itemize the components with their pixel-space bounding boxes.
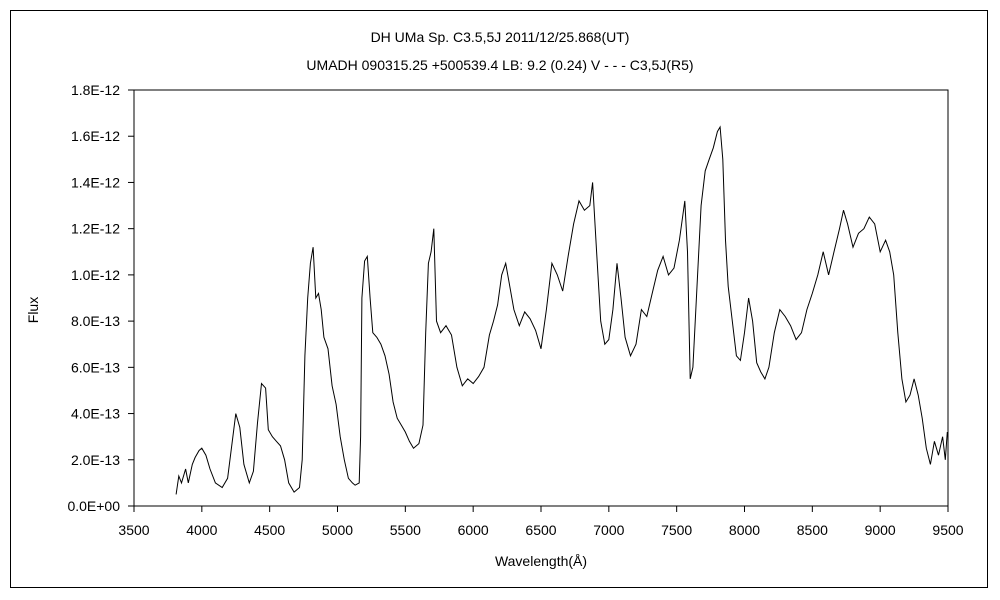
x-tick-label: 6500	[525, 522, 556, 538]
y-tick-label: 0.0E+00	[67, 498, 120, 514]
x-tick-label: 4000	[186, 522, 217, 538]
x-tick-label: 4500	[254, 522, 285, 538]
y-tick-label: 2.0E-13	[71, 452, 120, 468]
y-tick-label: 1.4E-12	[71, 174, 120, 190]
y-tick-label: 8.0E-13	[71, 313, 120, 329]
x-tick-label: 8500	[797, 522, 828, 538]
y-tick-label: 1.6E-12	[71, 128, 120, 144]
spectrum-line	[175, 125, 948, 495]
y-tick-label: 1.8E-12	[71, 82, 120, 98]
y-tick-label: 4.0E-13	[71, 406, 120, 422]
x-axis-label: Wavelength(Å)	[495, 553, 587, 569]
x-tick-label: 9500	[932, 522, 963, 538]
y-axis: 0.0E+00 2.0E-13 4.0E-13 6.0E-13 8.0E-13 1.0E-…	[67, 82, 134, 514]
x-tick-label: 7500	[661, 522, 692, 538]
x-tick-label: 8000	[729, 522, 760, 538]
x-tick-label: 3500	[118, 522, 149, 538]
y-tick-label: 1.0E-12	[71, 267, 120, 283]
x-axis: 3500 4000 4500 5000 5500 6000 6500 7000 7500 8000…	[118, 506, 964, 538]
y-tick-label: 6.0E-13	[71, 359, 120, 375]
y-tick-label: 1.2E-12	[71, 221, 120, 237]
x-tick-label: 7000	[593, 522, 624, 538]
x-tick-label: 9000	[865, 522, 896, 538]
chart-frame	[10, 10, 988, 588]
x-tick-label: 5000	[322, 522, 353, 538]
x-tick-label: 6000	[458, 522, 489, 538]
chart-subtitle: UMADH 090315.25 +500539.4 LB: 9.2 (0.24)…	[306, 57, 693, 73]
x-tick-label: 5500	[390, 522, 421, 538]
chart-title: DH UMa Sp. C3.5,5J 2011/12/25.868(UT)	[371, 29, 630, 45]
y-axis-label: Flux	[25, 297, 41, 323]
